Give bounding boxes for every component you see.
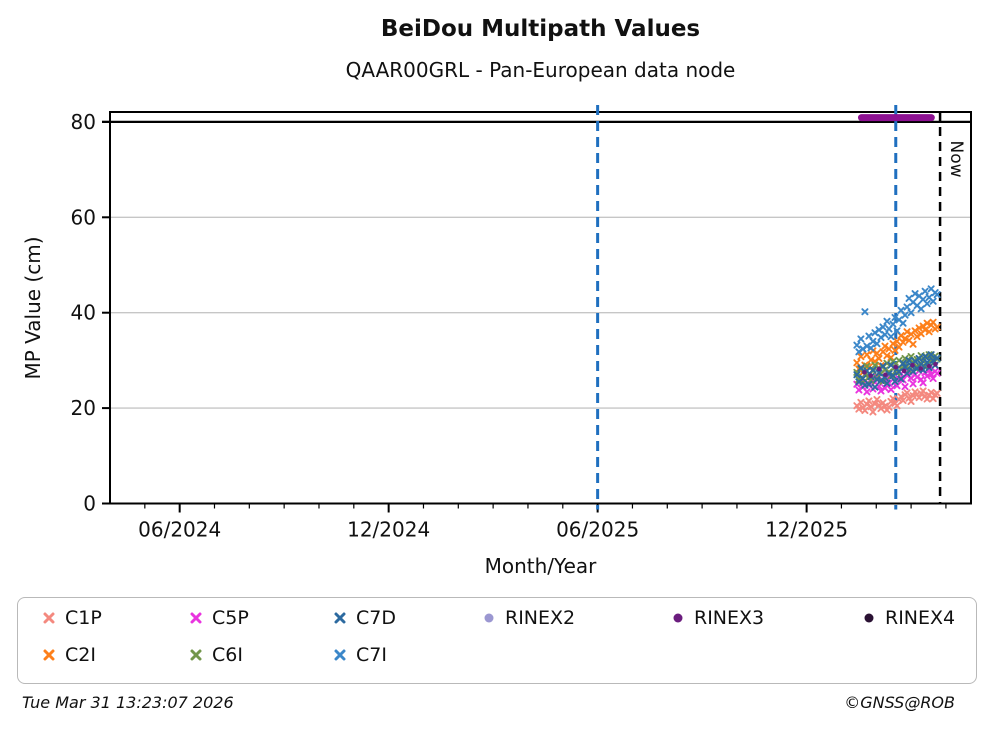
- x-marker-icon: [190, 649, 202, 661]
- x-tick-label: 12/2024: [347, 518, 430, 542]
- series-c1p-points: [853, 387, 941, 416]
- legend-item-c7d: C7D: [333, 606, 396, 630]
- chart-canvas: 0 20 40 60 80 06/2024 12/2024 06/2025 12/2025: [71, 105, 972, 542]
- y-tick-label: 20: [71, 396, 96, 420]
- y-tick-label: 80: [71, 110, 96, 134]
- legend-item-rinex2: RINEX2: [482, 606, 575, 630]
- circle-marker-icon: [864, 613, 874, 623]
- legend: C1P C2I C5P C6I C7D C7I RINEX2 RINEX3 RINEX4: [17, 597, 977, 684]
- legend-item-label: C7D: [356, 607, 396, 629]
- legend-item-rinex4: RINEX4: [862, 606, 955, 630]
- legend-item-label: C5P: [212, 607, 249, 629]
- plot-timestamp: Tue Mar 31 13:23:07 2026: [22, 693, 234, 712]
- y-tick-label: 0: [83, 492, 96, 516]
- x-marker-icon: [43, 649, 55, 661]
- legend-item-c2i: C2I: [42, 643, 96, 667]
- legend-item-label: RINEX3: [694, 607, 765, 629]
- y-tick-label: 40: [71, 301, 96, 325]
- series-c7d-points: [853, 351, 941, 391]
- legend-item-c6i: C6I: [189, 643, 243, 667]
- x-marker-icon: [334, 649, 346, 661]
- x-axis-title: Month/Year: [484, 554, 597, 578]
- plot-frame: [109, 111, 972, 505]
- legend-item-label: C7I: [356, 644, 387, 666]
- legend-item-label: RINEX4: [885, 607, 956, 629]
- y-tick-label: 60: [71, 205, 96, 229]
- x-marker-icon: [43, 612, 55, 624]
- x-tick-label: 06/2025: [556, 518, 639, 542]
- legend-item-label: C2I: [65, 644, 96, 666]
- page-subtitle: QAAR00GRL - Pan-European data node: [345, 58, 736, 82]
- x-tick-label: 06/2024: [138, 518, 221, 542]
- copyright-credit: ©GNSS@ROB: [844, 693, 955, 712]
- circle-marker-icon: [673, 613, 683, 623]
- series-rinex3-dots: [862, 361, 938, 378]
- legend-item-label: C6I: [212, 644, 243, 666]
- legend-item-c1p: C1P: [42, 606, 102, 630]
- legend-item-label: RINEX2: [505, 607, 576, 629]
- now-line-label: Now: [946, 140, 966, 178]
- x-marker-icon: [334, 612, 346, 624]
- legend-item-c7i: C7I: [333, 643, 387, 667]
- legend-item-c5p: C5P: [189, 606, 249, 630]
- page-title: BeiDou Multipath Values: [380, 16, 701, 42]
- series-c7i-points: [853, 285, 941, 356]
- legend-item-rinex3: RINEX3: [671, 606, 764, 630]
- circle-marker-icon: [484, 613, 494, 623]
- x-marker-icon: [190, 612, 202, 624]
- y-axis-title: MP Value (cm): [21, 236, 45, 380]
- legend-item-label: C1P: [65, 607, 102, 629]
- x-tick-label: 12/2025: [765, 518, 848, 542]
